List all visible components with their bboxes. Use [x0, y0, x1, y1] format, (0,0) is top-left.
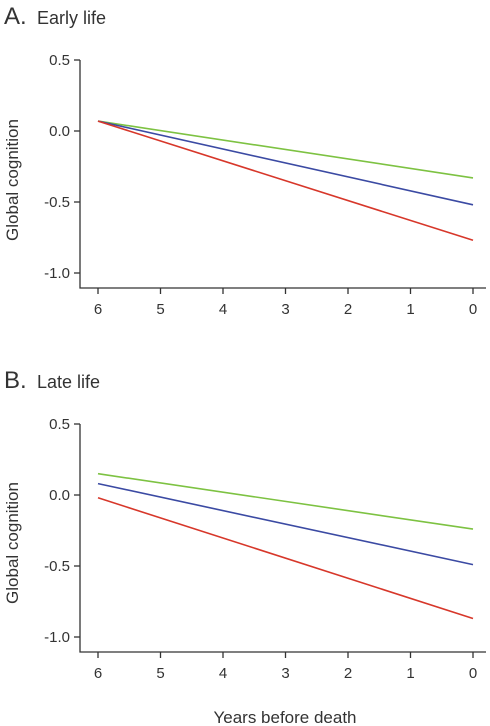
x-tick-label: 5: [156, 665, 164, 682]
y-axis-label: Global cognition: [3, 119, 22, 241]
x-tick-label: 2: [344, 665, 352, 682]
y-tick-label: 0.5: [49, 52, 70, 69]
panel-a: A. Early life Global cognition 0.5 0.0 -0.…: [3, 3, 486, 318]
y-tick-label: 0.0: [49, 123, 70, 140]
panel-title: Early life: [37, 8, 106, 28]
x-tick-label: 1: [406, 665, 414, 682]
y-tick-label: 0.5: [49, 416, 70, 433]
x-tick-label: 6: [94, 301, 102, 318]
y-tick-label: -0.5: [44, 558, 70, 575]
y-tick-label: -1.0: [44, 265, 70, 282]
y-axis-label: Global cognition: [3, 482, 22, 604]
x-axis-label: Years before death: [213, 708, 356, 726]
panel-b: B. Late life Global cognition 0.5 0.0 -0.5…: [3, 367, 486, 682]
axis-frame: [79, 424, 486, 653]
x-tick-label: 1: [406, 301, 414, 318]
y-tick-label: 0.0: [49, 487, 70, 504]
x-tick-label: 0: [469, 301, 477, 318]
x-tick-label: 4: [219, 301, 227, 318]
y-tick-label: -1.0: [44, 629, 70, 646]
series-line: [97, 482, 474, 566]
x-tick-label: 5: [156, 301, 164, 318]
x-tick-label: 3: [281, 301, 289, 318]
x-tick-label: 4: [219, 665, 227, 682]
series-line: [97, 497, 474, 620]
axis-frame: [79, 60, 486, 289]
x-tick-label: 0: [469, 665, 477, 682]
panel-title: Late life: [37, 372, 100, 392]
x-tick-label: 6: [94, 665, 102, 682]
x-tick-label: 2: [344, 301, 352, 318]
panel-letter: A.: [4, 3, 27, 30]
x-tick-label: 3: [281, 665, 289, 682]
y-tick-label: -0.5: [44, 194, 70, 211]
series-line: [97, 472, 474, 530]
series-line: [97, 120, 474, 206]
panel-letter: B.: [4, 367, 27, 394]
series-line: [97, 120, 474, 242]
series-line: [97, 120, 474, 179]
